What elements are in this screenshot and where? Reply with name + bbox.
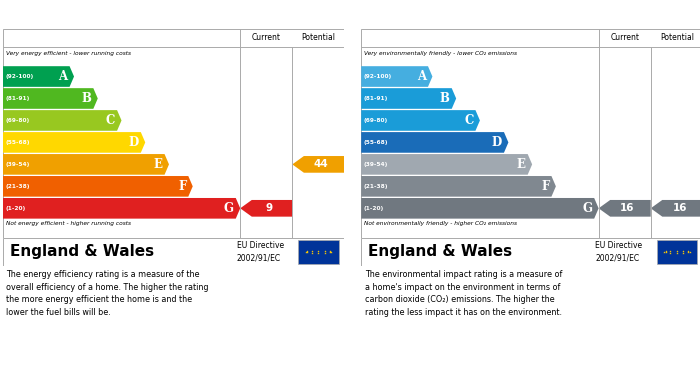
- Text: Potential: Potential: [660, 34, 694, 43]
- Text: (81-91): (81-91): [5, 96, 29, 101]
- Polygon shape: [361, 88, 456, 109]
- Text: EU Directive
2002/91/EC: EU Directive 2002/91/EC: [237, 241, 284, 262]
- Polygon shape: [598, 200, 651, 217]
- Text: Current: Current: [252, 34, 281, 43]
- Bar: [657, 240, 697, 264]
- Polygon shape: [3, 88, 98, 109]
- Text: 9: 9: [265, 203, 273, 213]
- Text: England & Wales: England & Wales: [10, 244, 154, 259]
- Polygon shape: [361, 132, 508, 153]
- Text: D: D: [491, 136, 502, 149]
- Text: G: G: [582, 202, 592, 215]
- Text: B: B: [440, 92, 449, 105]
- Text: Current: Current: [610, 34, 639, 43]
- Text: (39-54): (39-54): [363, 162, 388, 167]
- Text: A: A: [416, 70, 426, 83]
- Text: Environmental Impact (CO₂) Rating: Environmental Impact (CO₂) Rating: [368, 9, 601, 22]
- Text: (92-100): (92-100): [5, 74, 34, 79]
- Text: England & Wales: England & Wales: [368, 244, 512, 259]
- Text: D: D: [129, 136, 139, 149]
- Text: F: F: [541, 180, 550, 193]
- Text: (21-38): (21-38): [5, 184, 29, 189]
- Polygon shape: [3, 132, 145, 153]
- Text: (1-20): (1-20): [363, 206, 384, 211]
- Text: Very environmentally friendly - lower CO₂ emissions: Very environmentally friendly - lower CO…: [364, 50, 517, 56]
- Text: (81-91): (81-91): [363, 96, 388, 101]
- Text: C: C: [464, 114, 473, 127]
- Text: G: G: [224, 202, 234, 215]
- Bar: [298, 240, 339, 264]
- Text: (1-20): (1-20): [5, 206, 25, 211]
- Text: F: F: [178, 180, 186, 193]
- Text: (55-68): (55-68): [5, 140, 29, 145]
- Polygon shape: [651, 200, 700, 217]
- Text: (21-38): (21-38): [363, 184, 388, 189]
- Text: (92-100): (92-100): [363, 74, 392, 79]
- Text: Not energy efficient - higher running costs: Not energy efficient - higher running co…: [6, 221, 130, 226]
- Text: EU Directive
2002/91/EC: EU Directive 2002/91/EC: [595, 241, 643, 262]
- Text: The environmental impact rating is a measure of
a home's impact on the environme: The environmental impact rating is a mea…: [365, 270, 562, 317]
- Text: (69-80): (69-80): [363, 118, 388, 123]
- Text: 44: 44: [314, 160, 328, 169]
- Text: 16: 16: [673, 203, 687, 213]
- Text: E: E: [153, 158, 162, 171]
- Text: (39-54): (39-54): [5, 162, 29, 167]
- Text: 16: 16: [620, 203, 635, 213]
- Polygon shape: [240, 200, 293, 217]
- Text: C: C: [106, 114, 115, 127]
- Polygon shape: [361, 66, 433, 87]
- Polygon shape: [361, 110, 480, 131]
- Polygon shape: [3, 110, 122, 131]
- Text: E: E: [517, 158, 526, 171]
- Text: (55-68): (55-68): [363, 140, 388, 145]
- Polygon shape: [361, 198, 598, 219]
- Polygon shape: [3, 176, 193, 197]
- Polygon shape: [293, 156, 344, 173]
- Polygon shape: [361, 154, 532, 175]
- Polygon shape: [361, 176, 556, 197]
- Text: (69-80): (69-80): [5, 118, 29, 123]
- Text: B: B: [81, 92, 91, 105]
- Text: Not environmentally friendly - higher CO₂ emissions: Not environmentally friendly - higher CO…: [364, 221, 517, 226]
- Text: Very energy efficient - lower running costs: Very energy efficient - lower running co…: [6, 50, 130, 56]
- Text: The energy efficiency rating is a measure of the
overall efficiency of a home. T: The energy efficiency rating is a measur…: [6, 270, 209, 317]
- Polygon shape: [3, 66, 74, 87]
- Text: Energy Efficiency Rating: Energy Efficiency Rating: [10, 9, 172, 22]
- Polygon shape: [3, 198, 240, 219]
- Polygon shape: [3, 154, 169, 175]
- Text: Potential: Potential: [302, 34, 335, 43]
- Text: A: A: [58, 70, 67, 83]
